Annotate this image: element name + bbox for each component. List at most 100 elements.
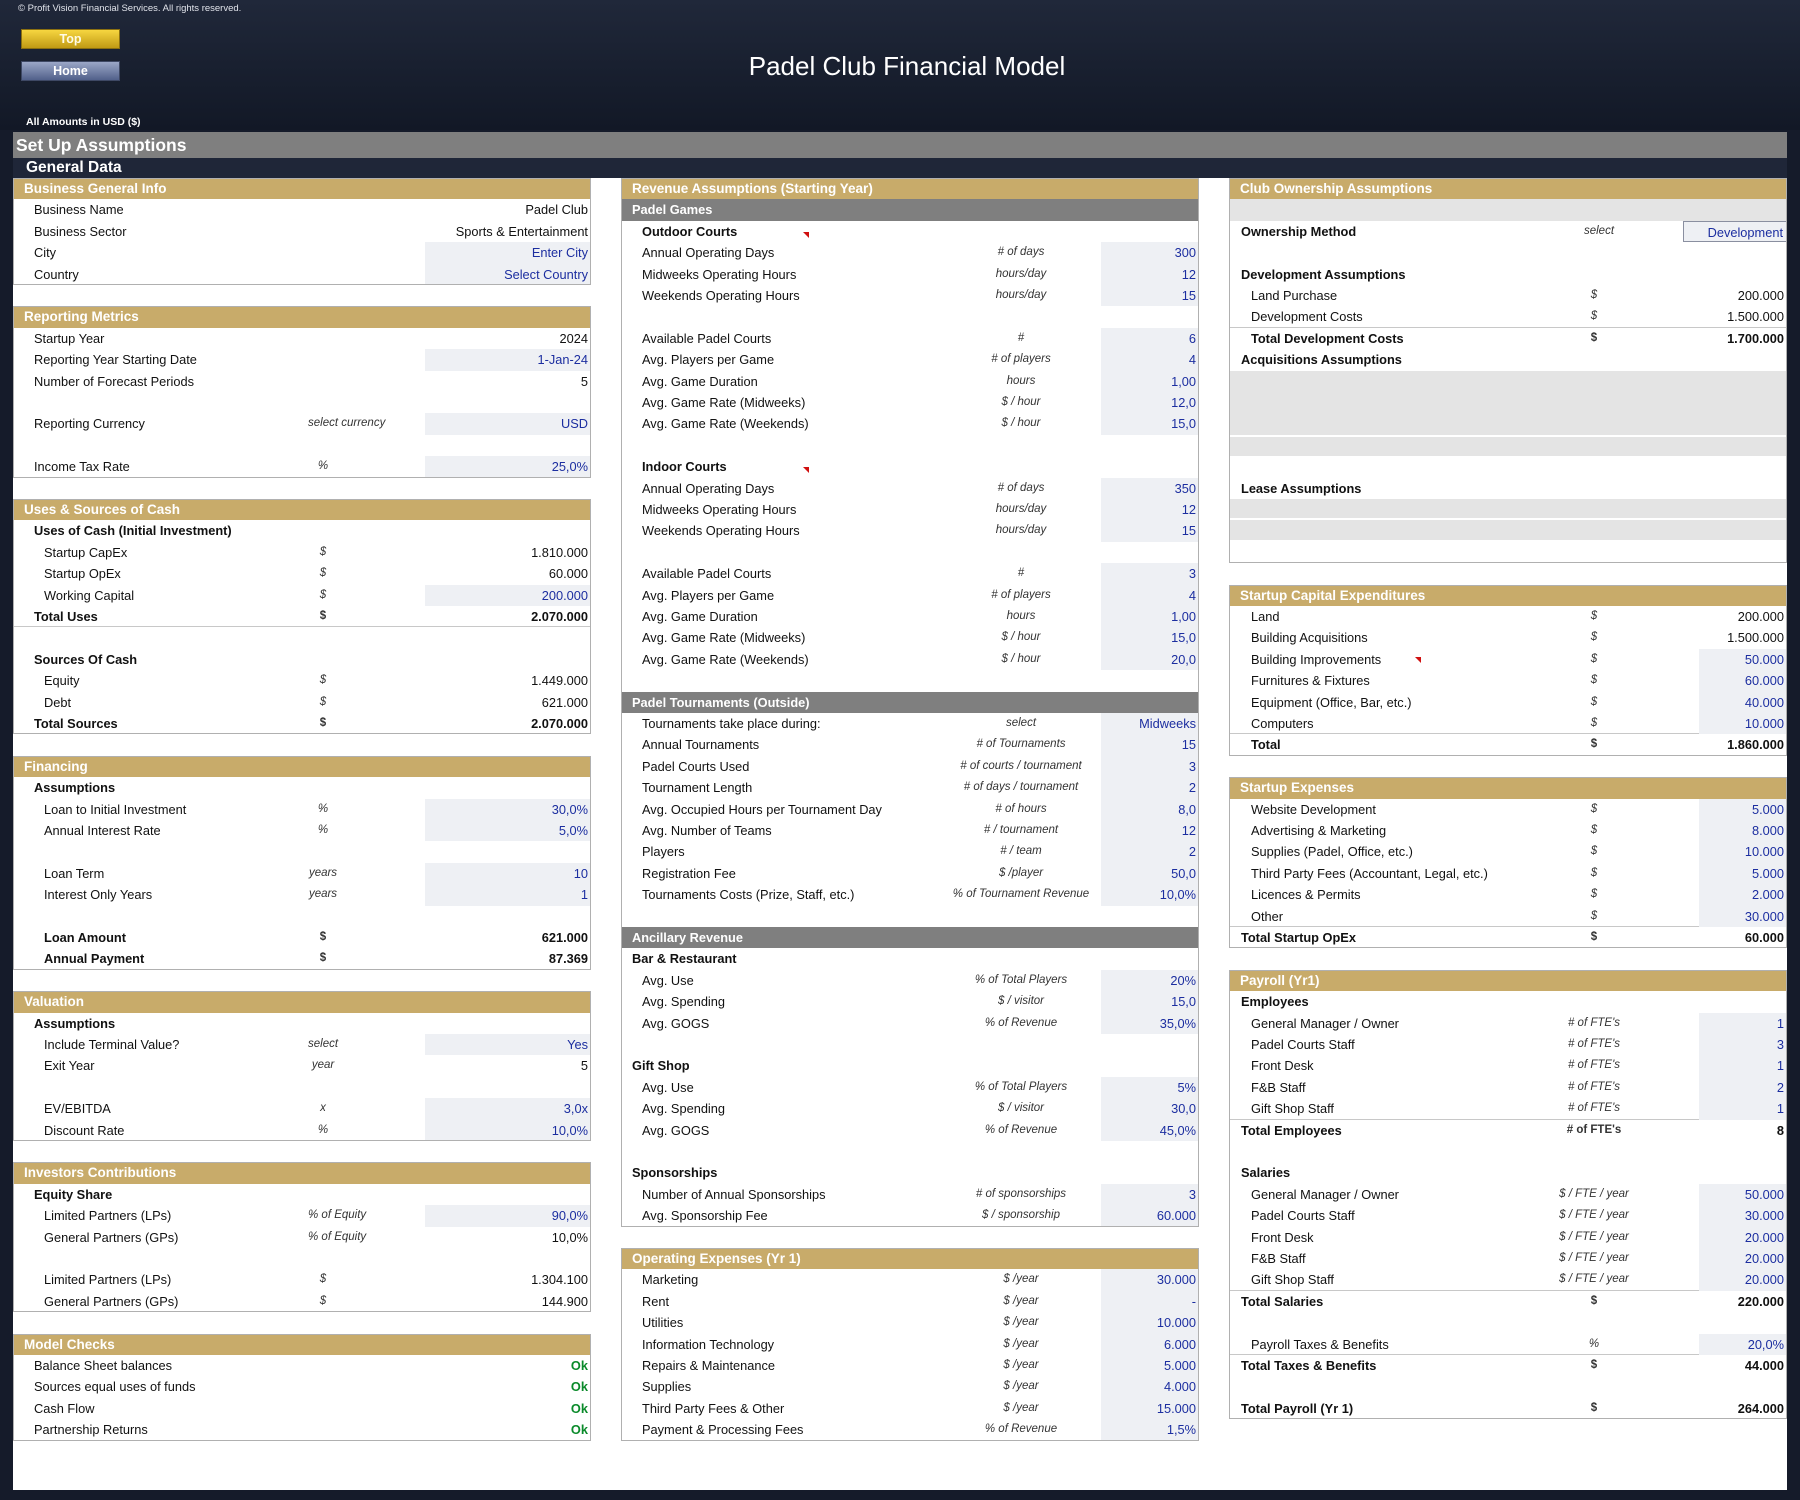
input-cell[interactable]: 1-Jan-24	[425, 349, 591, 371]
input-cell[interactable]: 3,0x	[425, 1098, 591, 1120]
input-cell[interactable]: Midweeks	[1101, 713, 1199, 735]
input-cell[interactable]: 20.000	[1699, 1269, 1787, 1291]
input-cell[interactable]: 45,0%	[1101, 1119, 1199, 1141]
input-cell[interactable]: 20,0%	[1699, 1333, 1787, 1355]
row-label: Repairs & Maintenance	[642, 1358, 776, 1373]
input-cell[interactable]: 2	[1101, 841, 1199, 863]
input-cell[interactable]: 60.000	[1699, 670, 1787, 692]
input-cell[interactable]: 10	[425, 862, 591, 885]
input-cell[interactable]: 60.000	[1101, 1205, 1199, 1227]
input-cell[interactable]: 20,0	[1101, 648, 1199, 671]
input-cell[interactable]: 10,0%	[1101, 884, 1199, 906]
data-row: Supplies (Padel, Office, etc.) $10.000	[1229, 841, 1787, 863]
row-unit: # of FTE's	[1567, 1080, 1621, 1093]
input-cell[interactable]: 4	[1101, 349, 1199, 371]
input-cell[interactable]: 20.000	[1699, 1226, 1787, 1248]
input-cell[interactable]: 3	[1101, 563, 1199, 585]
input-cell[interactable]: 20%	[1101, 969, 1199, 992]
input-cell[interactable]: 15,0	[1101, 991, 1199, 1013]
input-cell[interactable]: 350	[1101, 477, 1199, 499]
input-cell[interactable]: 10.000	[1699, 841, 1787, 863]
input-cell[interactable]: 200.000	[425, 584, 591, 606]
input-cell[interactable]: 30.000	[1699, 1205, 1787, 1227]
ownership-method-dropdown[interactable]: Development	[1683, 220, 1787, 243]
input-cell[interactable]: 12	[1101, 820, 1199, 842]
input-cell[interactable]: USD	[425, 413, 591, 435]
section-border	[1229, 178, 1787, 564]
input-cell[interactable]: 1,00	[1101, 606, 1199, 628]
input-cell[interactable]: 15,0	[1101, 627, 1199, 649]
row-label: Third Party Fees (Accountant, Legal, etc…	[1251, 865, 1488, 881]
row-unit: hours/day	[995, 289, 1047, 301]
input-cell[interactable]: 4.000	[1101, 1376, 1199, 1398]
input-cell[interactable]: 15,0	[1101, 413, 1199, 435]
input-cell[interactable]: 12	[1101, 263, 1199, 285]
input-cell[interactable]: 5.000	[1699, 798, 1787, 820]
data-row: Gift Shop Staff # of FTE's 1	[1229, 1098, 1787, 1120]
input-cell[interactable]: 10.000	[1101, 1312, 1199, 1334]
input-cell[interactable]: 20.000	[1699, 1248, 1787, 1270]
group-label-text: Lease Assumptions	[1241, 480, 1362, 496]
input-cell[interactable]: 30.000	[1101, 1269, 1199, 1291]
input-cell[interactable]: 3	[1699, 1034, 1787, 1056]
input-cell[interactable]: 2	[1699, 1076, 1787, 1099]
group-label-text: Indoor Courts	[642, 459, 727, 475]
input-cell[interactable]: Select Country	[425, 263, 591, 285]
input-cell[interactable]: 1,5%	[1101, 1419, 1199, 1441]
row-unit: $	[1590, 631, 1598, 644]
row-label: Limited Partners (LPs)	[44, 1272, 172, 1288]
input-cell[interactable]: 10,0%	[425, 1119, 591, 1141]
data-row: Annual Operating Days # of days 350	[621, 477, 1199, 499]
input-cell[interactable]: 8.000	[1699, 820, 1787, 842]
input-cell[interactable]: 15	[1101, 520, 1199, 542]
input-cell[interactable]: 35,0%	[1101, 1012, 1199, 1034]
input-cell[interactable]: 1	[1699, 1012, 1787, 1034]
input-cell[interactable]: 50,0	[1101, 862, 1199, 885]
input-cell[interactable]: 40.000	[1699, 691, 1787, 713]
group-label: Assumptions	[13, 1013, 591, 1034]
input-cell[interactable]: 1	[425, 884, 591, 906]
row-unit: $	[319, 545, 327, 558]
home-button[interactable]: Home	[21, 61, 120, 81]
input-cell[interactable]: 12	[1101, 499, 1199, 521]
input-cell[interactable]: 12,0	[1101, 392, 1199, 414]
row-label: Land Purchase	[1251, 288, 1338, 303]
input-cell[interactable]: Yes	[425, 1034, 591, 1056]
row-label: Utilities	[642, 1315, 684, 1331]
input-cell[interactable]: 10.000	[1699, 713, 1787, 735]
input-cell[interactable]: 15	[1101, 285, 1199, 307]
input-cell[interactable]: 50.000	[1699, 648, 1787, 671]
input-cell[interactable]: -	[1101, 1290, 1199, 1313]
input-cell[interactable]: 25,0%	[425, 456, 591, 478]
input-cell[interactable]: 8,0	[1101, 798, 1199, 820]
input-cell[interactable]: 30,0%	[425, 798, 591, 820]
input-cell[interactable]: 15.000	[1101, 1397, 1199, 1420]
input-cell[interactable]: Enter City	[425, 242, 591, 264]
input-cell[interactable]: 30.000	[1699, 905, 1787, 927]
input-cell[interactable]: 1,00	[1101, 370, 1199, 392]
top-button[interactable]: Top	[21, 29, 120, 49]
data-row: Avg. Game Rate (Weekends) $ / hour 15,0	[621, 413, 1199, 435]
input-cell[interactable]: 5.000	[1101, 1355, 1199, 1377]
data-row: Avg. Use % of Total Players 20%	[621, 969, 1199, 992]
input-cell[interactable]: 2.000	[1699, 884, 1787, 906]
input-cell[interactable]: 15	[1101, 734, 1199, 756]
input-cell[interactable]: 3	[1101, 755, 1199, 778]
input-cell[interactable]: 6	[1101, 327, 1199, 350]
row-label: Weekends Operating Hours	[642, 523, 800, 539]
group-label: Sources Of Cash	[13, 649, 591, 670]
input-cell[interactable]: 6.000	[1101, 1333, 1199, 1355]
input-cell[interactable]: 5.000	[1699, 862, 1787, 885]
input-cell[interactable]: 1	[1699, 1098, 1787, 1120]
input-cell[interactable]: 5,0%	[425, 820, 591, 842]
input-cell[interactable]: 1	[1699, 1055, 1787, 1077]
data-row: Debt $621.000	[13, 692, 591, 713]
input-cell[interactable]: 50.000	[1699, 1183, 1787, 1206]
input-cell[interactable]: 3	[1101, 1183, 1199, 1206]
input-cell[interactable]: 4	[1101, 584, 1199, 606]
input-cell[interactable]: 90,0%	[425, 1205, 591, 1227]
input-cell[interactable]: 2	[1101, 777, 1199, 799]
input-cell[interactable]: 300	[1101, 242, 1199, 264]
input-cell[interactable]: 5%	[1101, 1076, 1199, 1099]
input-cell[interactable]: 30,0	[1101, 1098, 1199, 1120]
